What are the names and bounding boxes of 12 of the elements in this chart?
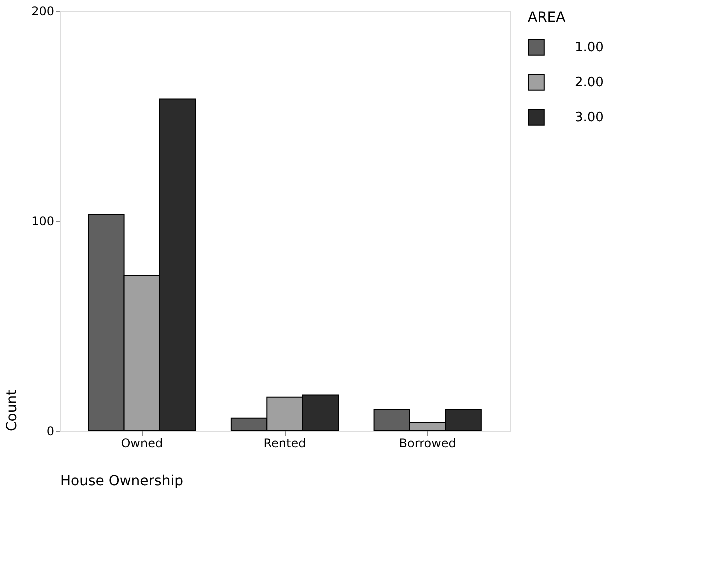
legend-label: 1.00 [575, 40, 604, 56]
legend-title: AREA [528, 10, 566, 26]
y-tick-label: 0 [46, 424, 54, 438]
x-axis-title: House Ownership [60, 474, 184, 490]
legend-label: 2.00 [575, 76, 604, 90]
x-tick-label: Borrowed [399, 436, 456, 450]
y-tick-label: 100 [32, 214, 54, 228]
y-axis-title: Count [4, 389, 21, 432]
x-tick-label: Rented [264, 436, 306, 450]
x-tick-label: Owned [121, 436, 164, 450]
legend-label: 3.00 [575, 110, 604, 126]
y-tick-label: 200 [32, 4, 54, 18]
